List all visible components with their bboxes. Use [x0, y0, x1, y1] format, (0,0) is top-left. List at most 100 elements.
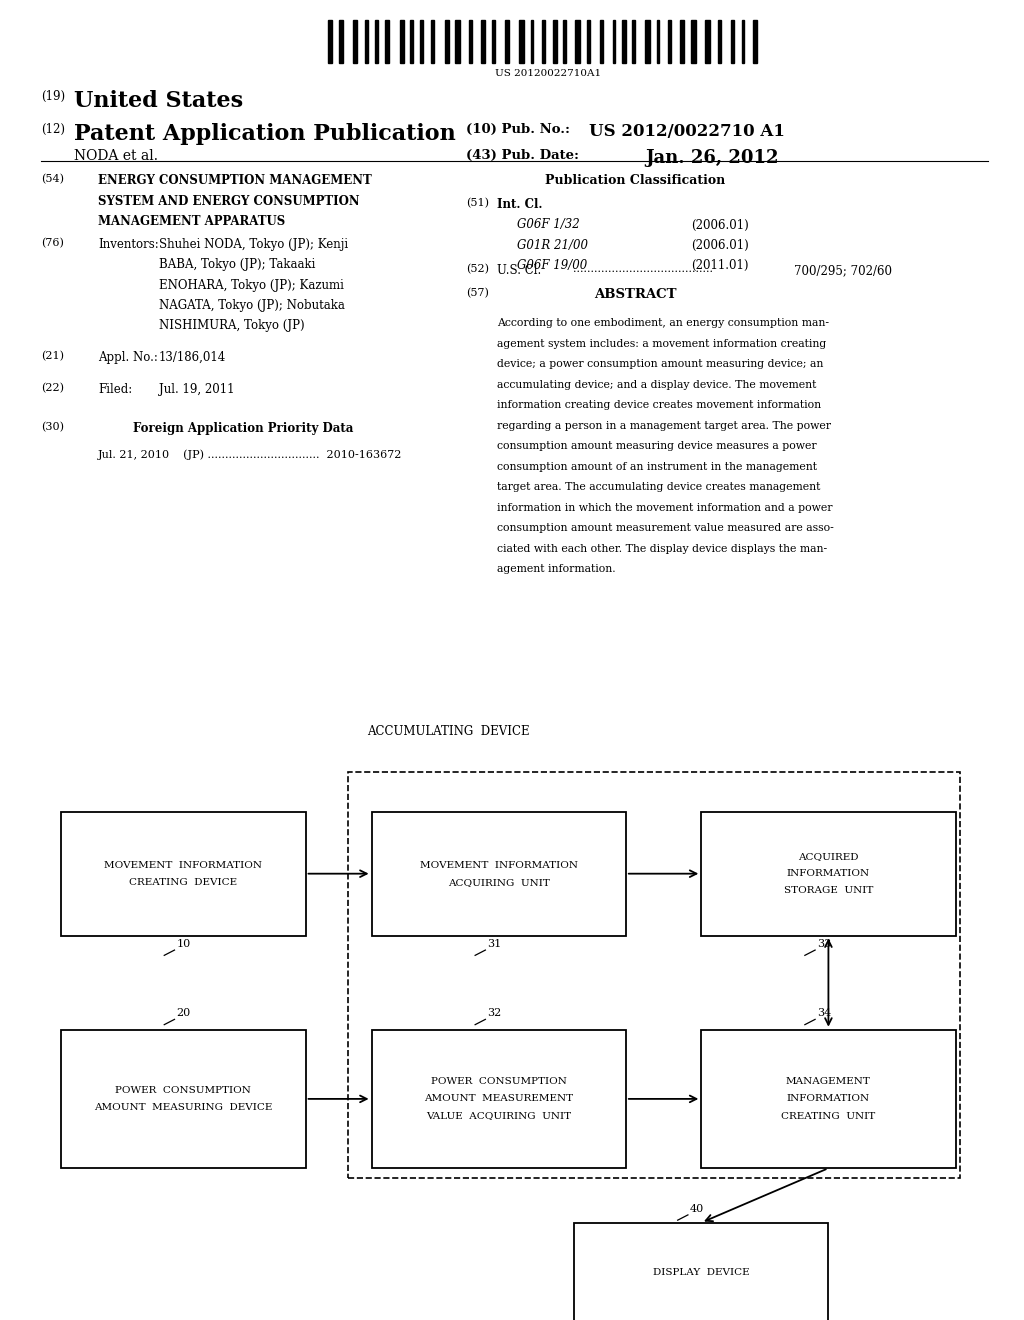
Text: Filed:: Filed: — [98, 383, 132, 396]
Bar — [600, 20, 603, 63]
Bar — [431, 20, 434, 63]
Text: 32: 32 — [487, 1008, 502, 1018]
Bar — [385, 20, 389, 63]
Text: agement information.: agement information. — [497, 564, 615, 574]
Text: MOVEMENT  INFORMATION: MOVEMENT INFORMATION — [420, 861, 578, 870]
Text: 10: 10 — [176, 939, 190, 949]
Text: ........................................: ........................................ — [573, 264, 714, 275]
Bar — [613, 20, 615, 63]
Text: consumption amount of an instrument in the management: consumption amount of an instrument in t… — [497, 462, 817, 471]
Text: INFORMATION: INFORMATION — [786, 869, 870, 878]
Text: 13/186,014: 13/186,014 — [159, 351, 226, 364]
Text: ACCUMULATING  DEVICE: ACCUMULATING DEVICE — [367, 725, 529, 738]
Text: Jan. 26, 2012: Jan. 26, 2012 — [645, 149, 778, 168]
Text: POWER  CONSUMPTION: POWER CONSUMPTION — [431, 1077, 566, 1086]
Text: 40: 40 — [690, 1204, 705, 1213]
FancyBboxPatch shape — [348, 772, 961, 1179]
Bar — [563, 20, 566, 63]
Text: Jul. 19, 2011: Jul. 19, 2011 — [159, 383, 234, 396]
Text: BABA, Tokyo (JP); Takaaki: BABA, Tokyo (JP); Takaaki — [159, 259, 315, 271]
Text: 34: 34 — [817, 1008, 831, 1018]
Text: MANAGEMENT APPARATUS: MANAGEMENT APPARATUS — [98, 215, 286, 228]
Text: STORAGE  UNIT: STORAGE UNIT — [783, 886, 873, 895]
Text: U.S. Cl.: U.S. Cl. — [497, 264, 541, 277]
Text: (51): (51) — [466, 198, 488, 209]
Text: SYSTEM AND ENERGY CONSUMPTION: SYSTEM AND ENERGY CONSUMPTION — [98, 195, 359, 207]
Text: G06F 19/00: G06F 19/00 — [517, 260, 588, 272]
Text: VALUE  ACQUIRING  UNIT: VALUE ACQUIRING UNIT — [426, 1111, 571, 1121]
Bar — [492, 20, 495, 63]
Bar — [574, 20, 580, 63]
Text: Appl. No.:: Appl. No.: — [98, 351, 158, 364]
FancyBboxPatch shape — [372, 812, 626, 936]
Text: CREATING  DEVICE: CREATING DEVICE — [129, 878, 238, 887]
Text: regarding a person in a management target area. The power: regarding a person in a management targe… — [497, 421, 830, 430]
Text: ABSTRACT: ABSTRACT — [594, 288, 676, 301]
Bar — [623, 20, 626, 63]
Bar — [445, 20, 449, 63]
Text: (19): (19) — [41, 90, 66, 103]
Text: ENERGY CONSUMPTION MANAGEMENT: ENERGY CONSUMPTION MANAGEMENT — [98, 174, 372, 187]
Bar — [420, 20, 423, 63]
Text: 31: 31 — [487, 939, 502, 949]
Bar — [411, 20, 413, 63]
Text: Jul. 21, 2010    (JP) ................................  2010-163672: Jul. 21, 2010 (JP) .....................… — [98, 449, 402, 459]
Text: (76): (76) — [41, 238, 63, 248]
Bar — [456, 20, 460, 63]
Bar — [328, 20, 332, 63]
Text: target area. The accumulating device creates management: target area. The accumulating device cre… — [497, 482, 820, 492]
Bar — [588, 20, 590, 63]
Text: NISHIMURA, Tokyo (JP): NISHIMURA, Tokyo (JP) — [159, 319, 304, 333]
Bar — [339, 20, 343, 63]
Text: (2006.01): (2006.01) — [691, 218, 749, 231]
Text: AMOUNT  MEASURING  DEVICE: AMOUNT MEASURING DEVICE — [94, 1104, 272, 1111]
Text: (10) Pub. No.:: (10) Pub. No.: — [466, 123, 570, 136]
FancyBboxPatch shape — [701, 812, 955, 936]
Bar — [632, 20, 635, 63]
Bar — [365, 20, 368, 63]
Text: ciated with each other. The display device displays the man-: ciated with each other. The display devi… — [497, 544, 826, 553]
Text: (2006.01): (2006.01) — [691, 239, 749, 252]
FancyBboxPatch shape — [701, 1030, 955, 1168]
Bar — [542, 20, 546, 63]
Text: agement system includes: a movement information creating: agement system includes: a movement info… — [497, 339, 826, 348]
Text: G01R 21/00: G01R 21/00 — [517, 239, 588, 252]
Text: device; a power consumption amount measuring device; an: device; a power consumption amount measu… — [497, 359, 823, 370]
Text: 33: 33 — [817, 939, 831, 949]
Text: POWER  CONSUMPTION: POWER CONSUMPTION — [115, 1086, 251, 1094]
Text: (30): (30) — [41, 422, 63, 433]
Bar — [553, 20, 557, 63]
Bar — [754, 20, 757, 63]
Text: 700/295; 702/60: 700/295; 702/60 — [794, 264, 892, 277]
Text: (54): (54) — [41, 174, 63, 185]
Bar — [645, 20, 649, 63]
Text: According to one embodiment, an energy consumption man-: According to one embodiment, an energy c… — [497, 318, 828, 329]
Text: ACQUIRED: ACQUIRED — [798, 851, 859, 861]
Bar — [706, 20, 710, 63]
Text: Shuhei NODA, Tokyo (JP); Kenji: Shuhei NODA, Tokyo (JP); Kenji — [159, 238, 348, 251]
Bar — [399, 20, 403, 63]
Bar — [481, 20, 484, 63]
Text: consumption amount measuring device measures a power: consumption amount measuring device meas… — [497, 441, 816, 451]
Text: ENOHARA, Tokyo (JP); Kazumi: ENOHARA, Tokyo (JP); Kazumi — [159, 279, 344, 292]
Text: 20: 20 — [176, 1008, 190, 1018]
Text: Publication Classification: Publication Classification — [545, 174, 725, 187]
Bar — [731, 20, 734, 63]
Text: (2011.01): (2011.01) — [691, 260, 749, 272]
Text: Inventors:: Inventors: — [98, 238, 159, 251]
FancyBboxPatch shape — [60, 1030, 305, 1168]
Text: (22): (22) — [41, 383, 63, 393]
Text: United States: United States — [74, 90, 243, 112]
Bar — [353, 20, 356, 63]
Text: 30: 30 — [649, 1226, 666, 1239]
Text: (21): (21) — [41, 351, 63, 362]
Text: information in which the movement information and a power: information in which the movement inform… — [497, 503, 833, 512]
Bar — [376, 20, 378, 63]
Text: (43) Pub. Date:: (43) Pub. Date: — [466, 149, 579, 162]
Text: (57): (57) — [466, 288, 488, 298]
Text: information creating device creates movement information: information creating device creates move… — [497, 400, 821, 411]
Bar — [668, 20, 672, 63]
Bar — [519, 20, 523, 63]
Text: Patent Application Publication: Patent Application Publication — [74, 123, 456, 145]
Text: NAGATA, Tokyo (JP); Nobutaka: NAGATA, Tokyo (JP); Nobutaka — [159, 300, 345, 312]
